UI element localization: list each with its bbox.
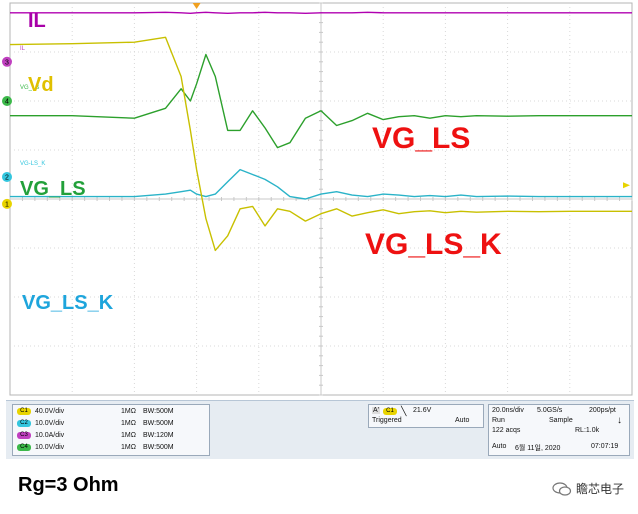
channel-reference-number: 2 xyxy=(5,174,9,181)
channel-reference-marker xyxy=(2,171,12,182)
channel-badge[interactable]: C3 xyxy=(17,431,31,439)
brand-watermark: 瞻芯电子 xyxy=(552,480,624,497)
channel-row-1: C1 40.0V/div 1MΩ BW:500M xyxy=(17,407,174,416)
timebase-panel[interactable]: 20.0ns/div 5.0GS/s 200ps/pt Run Sample ↓… xyxy=(488,404,630,456)
channel-row-3: C3 10.0A/div 1MΩ BW:120M xyxy=(17,431,174,440)
label-vg-ls-right: VG_LS xyxy=(372,122,471,155)
trigger-level: 21.6V xyxy=(413,407,432,414)
channel-row-4: C4 10.0V/div 1MΩ BW:500M xyxy=(17,443,174,452)
channel-panel: C1 40.0V/div 1MΩ BW:500M C2 10.0V/div 1MΩ … xyxy=(12,404,210,456)
trigger-source-a: A' xyxy=(372,407,381,414)
trigger-slope-icon: ╲ xyxy=(401,406,407,416)
trigger-mode: Auto xyxy=(455,417,470,424)
channel-scale: 10.0V/div xyxy=(35,444,65,451)
channel-badge[interactable]: C1 xyxy=(17,407,31,415)
wechat-icon xyxy=(552,481,572,496)
channel-reference-marker xyxy=(2,56,12,67)
channel-reference-number: 1 xyxy=(5,201,9,208)
label-il: IL xyxy=(28,10,46,32)
trigger-channel-badge: C1 xyxy=(383,408,397,415)
time: 07:07:19 xyxy=(591,443,619,450)
trigger-panel[interactable]: A' C1 ╲ 21.6V Triggered Auto xyxy=(368,404,484,428)
channel-badge[interactable]: C2 xyxy=(17,419,31,427)
acq-mode: Sample xyxy=(549,417,573,424)
channel-bandwidth: BW:500M xyxy=(143,420,174,427)
channel-impedance: 1MΩ xyxy=(121,420,136,427)
channel-bandwidth: BW:120M xyxy=(143,432,174,439)
status-bar: C1 40.0V/div 1MΩ BW:500M C2 10.0V/div 1MΩ … xyxy=(6,400,634,459)
channel-reference-marker xyxy=(2,198,12,209)
channel-scale: 10.0A/div xyxy=(35,432,65,439)
brand-name: 瞻芯电子 xyxy=(575,482,624,496)
series-line-vg-ls xyxy=(10,53,632,149)
power-mode: Auto xyxy=(492,443,507,450)
sample-rate: 5.0GS/s xyxy=(537,407,563,414)
trigger-position-marker xyxy=(192,3,201,9)
run-state: Run xyxy=(492,417,505,424)
caption: Rg=3 Ohm xyxy=(18,474,119,496)
trigger-level-marker xyxy=(623,182,630,189)
channel-reference-label: VG-LS_K xyxy=(20,161,45,167)
channel-impedance: 1MΩ xyxy=(121,444,136,451)
channel-impedance: 1MΩ xyxy=(121,408,136,415)
channel-reference-number: 3 xyxy=(5,59,9,66)
label-vg-ls-left: VG_LS xyxy=(20,178,86,200)
channel-reference-label: IL xyxy=(20,46,26,52)
series-line-il xyxy=(10,11,632,15)
single-seq-icon: ↓ xyxy=(617,415,622,426)
channel-badge[interactable]: C4 xyxy=(17,443,31,451)
series-line-vg-ls-k xyxy=(10,168,632,200)
waveform-plot: 3 IL 4 VG_LS 2 VG-LS_K 1 xyxy=(2,2,633,396)
trigger-state: Triggered xyxy=(372,417,402,424)
channel-scale: 10.0V/div xyxy=(35,420,65,427)
timebase-scale: 20.0ns/div xyxy=(492,407,524,414)
label-vg-ls-k-left: VG_LS_K xyxy=(22,292,114,314)
series-line-vd xyxy=(9,36,632,252)
acq-count: 122 acqs xyxy=(492,427,521,434)
channel-bandwidth: BW:500M xyxy=(143,444,174,451)
record-resolution: 200ps/pt xyxy=(589,407,616,414)
channel-reference-label: VG_LS xyxy=(20,85,39,91)
channel-row-2: C2 10.0V/div 1MΩ BW:500M xyxy=(17,419,174,428)
label-vg-ls-k-right: VG_LS_K xyxy=(365,228,502,261)
channel-bandwidth: BW:500M xyxy=(143,408,174,415)
scope-display: 3 IL 4 VG_LS 2 VG-LS_K 1 IL Vd VG_LS VG_LS_K V… xyxy=(2,2,633,396)
channel-reference-number: 4 xyxy=(5,99,9,106)
channel-reference-marker xyxy=(2,96,12,106)
channel-impedance: 1MΩ xyxy=(121,432,136,439)
record-length: RL:1.0k xyxy=(575,427,600,434)
date: 6월 11일, 2020 xyxy=(515,445,561,452)
channel-scale: 40.0V/div xyxy=(35,408,65,415)
label-vd: Vd xyxy=(28,74,54,96)
